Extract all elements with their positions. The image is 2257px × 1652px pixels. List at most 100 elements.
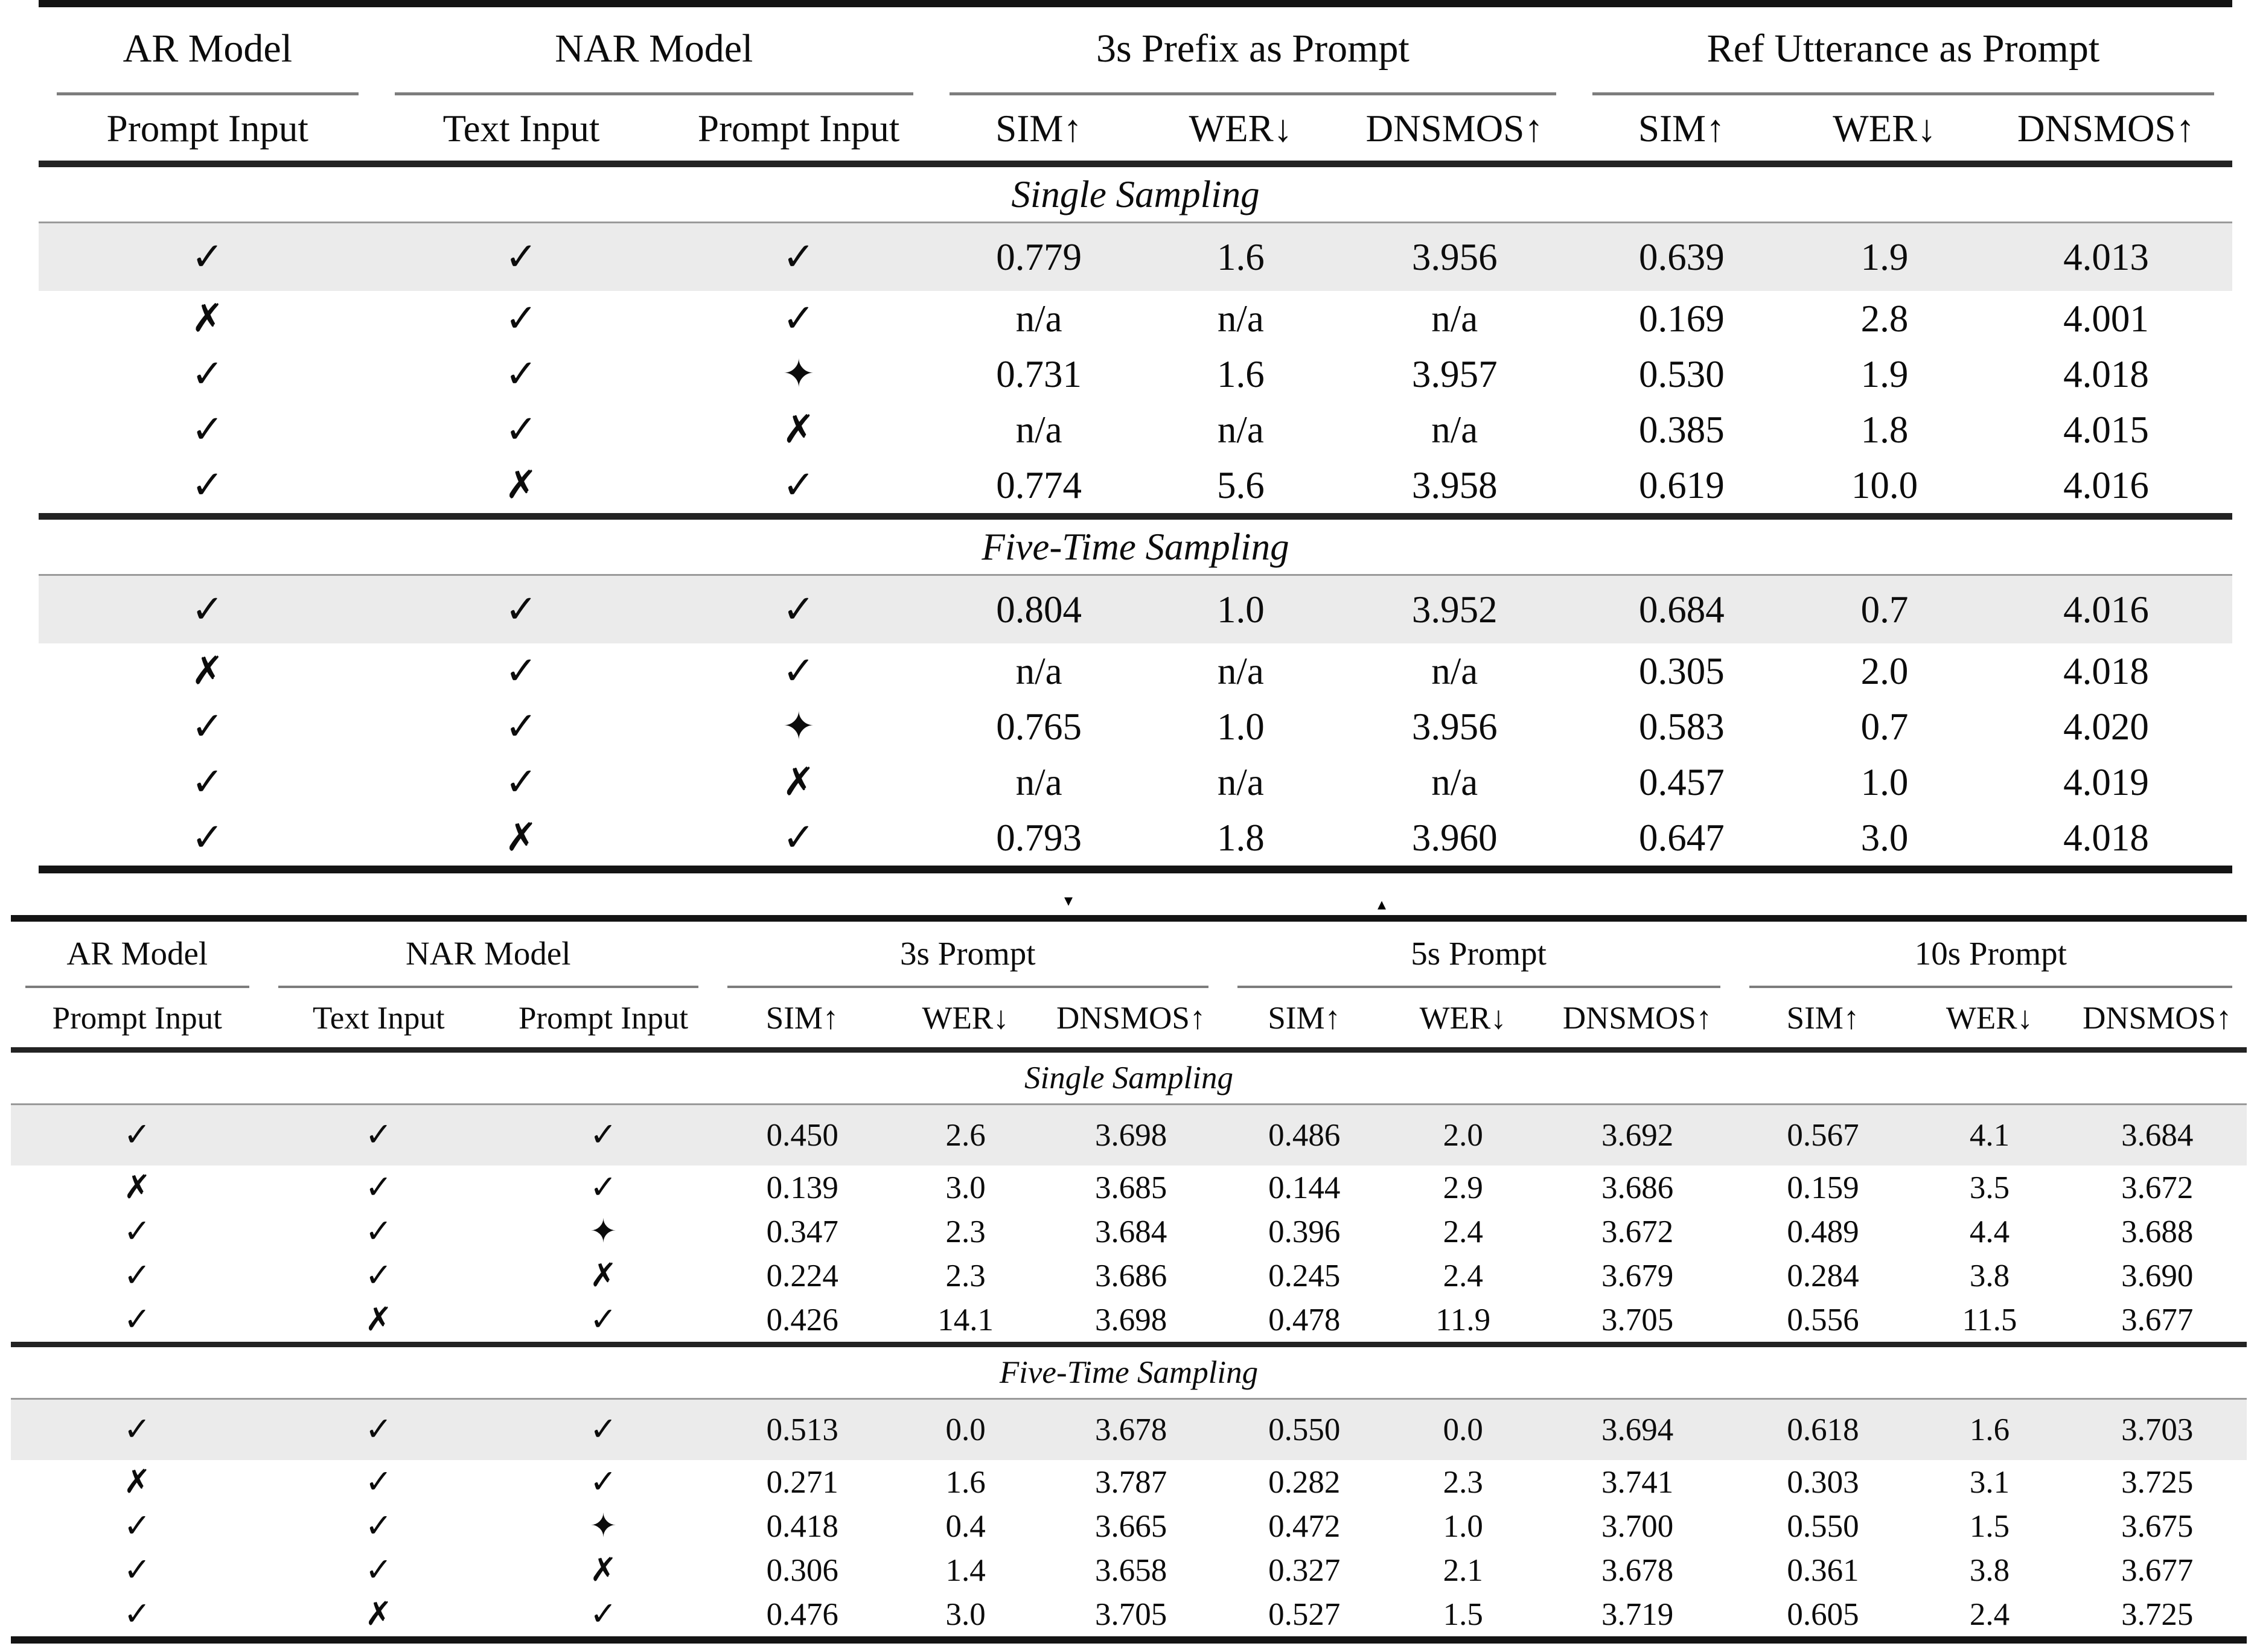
check-icon: ✓ (505, 295, 538, 341)
metric-value: 3.684 (1095, 1214, 1167, 1249)
metric-value: 4.018 (2063, 352, 2149, 395)
metric-value: 4.1 (1911, 1105, 2068, 1166)
check-mark-cell: ✓ (494, 1166, 713, 1210)
check-mark-cell: ✓ (377, 402, 666, 458)
check-icon: ✓ (365, 1462, 392, 1501)
metric-value: 3.952 (1335, 576, 1574, 643)
metric-value: 0.396 (1268, 1214, 1341, 1249)
metric-value: 3.0 (1860, 816, 1909, 859)
metric-value: 2.3 (945, 1258, 986, 1293)
table-row: ✓ ✓ ✦ 0.765 1.0 3.956 0.583 0.7 4.020 (39, 699, 2232, 754)
check-icon: ✓ (191, 814, 224, 860)
metric-value: 0.486 (1222, 1105, 1386, 1166)
column-header: WER↓ (922, 1001, 1009, 1036)
metric-value: 1.6 (1911, 1400, 2068, 1460)
table-row: ✓ ✓ ✓ 0.450 2.6 3.698 0.486 2.0 3.692 0.567 4.1 3.6… (11, 1105, 2247, 1166)
column-header: SIM↑ (995, 107, 1082, 150)
check-icon: ✓ (191, 703, 224, 749)
check-mark-cell: ✓ (264, 1460, 494, 1504)
cross-icon: ✗ (589, 1550, 618, 1589)
cross-mark-cell: ✗ (377, 810, 666, 866)
cross-mark-cell: ✗ (666, 754, 931, 810)
metric-value: 4.001 (2063, 297, 2149, 340)
cross-mark-cell: ✗ (11, 1460, 264, 1504)
metric-value: 3.725 (2121, 1464, 2194, 1500)
metric-value: 1.6 (1217, 352, 1265, 395)
check-icon: ✓ (782, 648, 816, 694)
metric-value: 0.303 (1787, 1464, 1859, 1500)
metric-value: 0.567 (1734, 1105, 1912, 1166)
metric-value: 3.5 (1969, 1170, 2010, 1205)
metric-value: 3.698 (1039, 1105, 1223, 1166)
section-title: Five-Time Sampling (982, 525, 1289, 568)
check-mark-cell: ✓ (377, 643, 666, 699)
bottom-rule (39, 866, 2232, 873)
metric-value: 4.016 (2063, 464, 2149, 506)
table-row: ✓ ✓ ✦ 0.731 1.6 3.957 0.530 1.9 4.018 (39, 346, 2232, 402)
metric-value: 0.0 (1385, 1400, 1540, 1460)
section-divider-rule (39, 513, 2232, 520)
check-icon: ✓ (505, 648, 538, 694)
check-icon: ✓ (365, 1410, 392, 1448)
check-icon: ✓ (365, 1506, 392, 1545)
table-row: ✓ ✗ ✓ 0.426 14.1 3.698 0.478 11.9 3.705 0.556 11.5… (11, 1298, 2247, 1342)
metric-value: 0.361 (1787, 1552, 1859, 1588)
check-mark-cell: ✓ (11, 1105, 264, 1166)
metric-value: 3.658 (1095, 1552, 1167, 1588)
check-mark-cell: ✓ (666, 576, 932, 643)
check-icon: ✓ (191, 351, 224, 397)
check-icon: ✓ (191, 462, 224, 508)
metric-value: 0.159 (1787, 1170, 1859, 1205)
metric-value: 0.684 (1574, 576, 1789, 643)
check-mark-cell: ✓ (39, 754, 377, 810)
metric-value: 3.960 (1411, 816, 1498, 859)
metric-value: 3.692 (1540, 1105, 1735, 1166)
check-mark-cell: ✓ (11, 1400, 264, 1460)
table-row: ✓ ✗ ✓ 0.476 3.0 3.705 0.527 1.5 3.719 0.605 2.4 3.7… (11, 1592, 2247, 1636)
metric-value: 1.9 (1789, 223, 1981, 291)
metric-value: n/a (1217, 408, 1264, 451)
check-mark-cell: ✓ (263, 1105, 494, 1166)
metric-value: 0.489 (1787, 1214, 1859, 1249)
table-row: ✓ ✗ ✓ 0.793 1.8 3.960 0.647 3.0 4.018 (39, 810, 2232, 866)
metric-value: 3.678 (1039, 1400, 1223, 1460)
metric-value: 3.675 (2121, 1508, 2194, 1544)
diamond-icon: ✦ (589, 1506, 618, 1545)
metric-value: 1.8 (1217, 816, 1265, 859)
metric-value: 0.0 (892, 1400, 1039, 1460)
check-icon: ✓ (123, 1506, 151, 1545)
diamond-icon: ✦ (782, 703, 816, 749)
section-title: Single Sampling (1011, 173, 1260, 215)
check-icon: ✓ (123, 1211, 151, 1250)
check-mark-cell: ✓ (11, 1592, 264, 1636)
column-header: Text Input (313, 1001, 445, 1036)
metric-value: 0.457 (1638, 761, 1725, 803)
metric-value: n/a (1217, 761, 1264, 803)
group-header: Ref Utterance as Prompt (1706, 27, 2100, 71)
metric-value: 2.6 (892, 1105, 1039, 1166)
metric-value: 0.550 (1222, 1400, 1386, 1460)
metric-value: 1.8 (1860, 408, 1909, 451)
metric-value: 0.639 (1574, 223, 1789, 291)
check-icon: ✓ (505, 759, 538, 805)
column-header: WER↓ (1946, 1001, 2034, 1036)
cross-icon: ✗ (505, 814, 538, 860)
check-mark-cell: ✓ (11, 1548, 264, 1592)
table-row: ✓ ✓ ✗ n/a n/a n/a 0.457 1.0 4.019 (39, 754, 2232, 810)
group-underline (1237, 986, 1720, 988)
check-mark-cell: ✓ (39, 810, 377, 866)
metric-value: 10.0 (1851, 464, 1918, 506)
metric-value: 0.139 (766, 1170, 838, 1205)
cross-mark-cell: ✗ (264, 1592, 494, 1636)
table-row: ✗ ✓ ✓ 0.139 3.0 3.685 0.144 2.9 3.686 0.159 3.5 3.6… (11, 1166, 2247, 1210)
metric-value: 3.8 (1969, 1258, 2010, 1293)
check-icon: ✓ (191, 234, 224, 279)
metric-value: n/a (1015, 408, 1062, 451)
metric-value: 3.698 (1095, 1302, 1167, 1338)
group-header: 5s Prompt (1411, 934, 1547, 972)
check-mark-cell: ✓ (11, 1504, 264, 1548)
cross-icon: ✗ (782, 406, 816, 452)
column-header: WER↓ (1189, 107, 1293, 150)
metric-value: 2.4 (1443, 1258, 1483, 1293)
cross-mark-cell: ✗ (264, 1298, 494, 1342)
